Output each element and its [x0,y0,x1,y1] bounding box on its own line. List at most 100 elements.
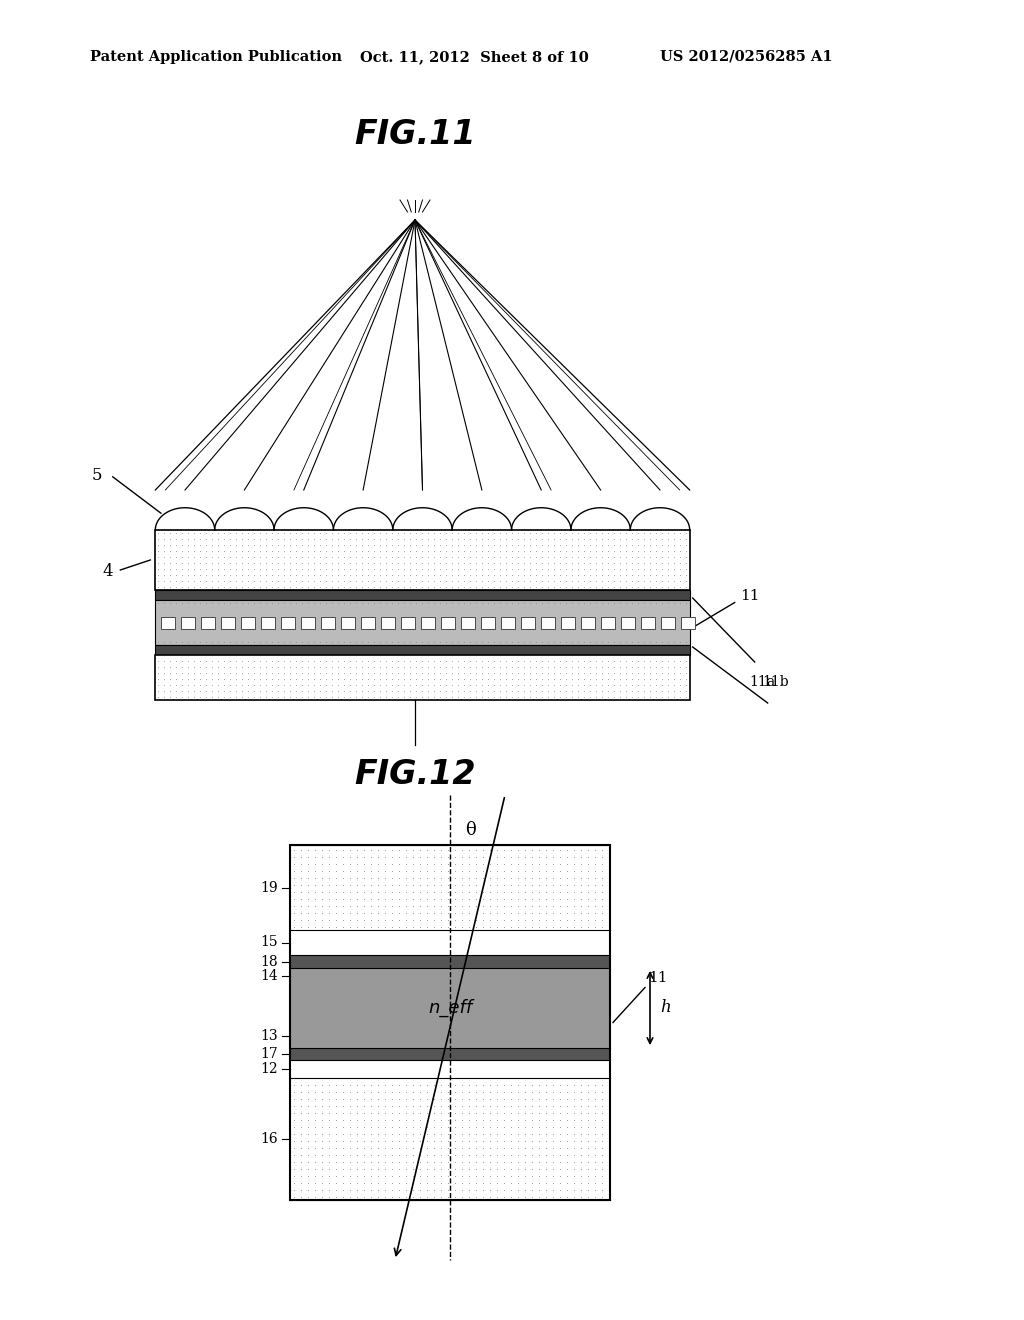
Point [390,570,407,591]
Point [313,1115,330,1137]
Point [383,1074,399,1096]
Point [362,1179,379,1200]
Point [300,528,316,549]
Point [328,1102,344,1123]
Point [294,535,310,556]
Point [276,528,293,549]
Point [538,874,554,895]
Point [594,523,610,544]
Point [540,570,556,591]
Point [426,535,442,556]
Point [372,546,388,568]
Point [654,540,671,561]
Point [419,1151,435,1172]
Point [468,656,484,677]
Point [593,874,609,895]
Point [283,528,299,549]
Point [642,553,658,574]
Point [480,540,497,561]
Point [336,558,352,579]
Point [376,1115,392,1137]
Point [348,888,365,909]
Point [618,656,635,677]
Point [390,686,407,708]
Point [580,895,596,916]
Point [630,680,646,701]
Point [456,651,472,672]
Point [509,880,525,902]
Point [606,553,623,574]
Point [444,528,461,549]
Point [488,867,505,888]
Point [600,1158,616,1179]
Point [204,558,220,579]
Point [654,663,671,684]
Bar [290,1078,610,1200]
Point [600,1109,616,1130]
Point [678,631,694,652]
Point [348,859,365,880]
Point [678,668,694,689]
Point [341,1179,357,1200]
Point [444,651,461,672]
Point [530,853,547,874]
Point [246,680,262,701]
Point [648,656,665,677]
Point [516,1185,532,1206]
Point [378,663,394,684]
Point [528,523,545,544]
Point [660,668,677,689]
Point [558,1179,574,1200]
Point [439,1109,456,1130]
Point [204,680,220,701]
Point [600,1081,616,1102]
Point [606,565,623,586]
Point [383,1096,399,1117]
Point [486,540,503,561]
Point [270,528,287,549]
Point [286,1151,302,1172]
Point [488,840,505,861]
Point [370,1081,386,1102]
Point [299,840,315,861]
Point [546,577,562,598]
Point [564,680,581,701]
Point [481,888,498,909]
Point [503,902,519,923]
Point [439,1123,456,1144]
Point [509,1172,525,1193]
Point [383,1088,399,1109]
Point [180,675,197,696]
Point [678,686,694,708]
Point [425,902,441,923]
Point [264,593,281,614]
Point [276,663,293,684]
Point [530,1158,547,1179]
Point [580,840,596,861]
Point [587,1115,603,1137]
Point [456,631,472,652]
Point [216,558,232,579]
Point [360,558,377,579]
Point [654,686,671,708]
Point [151,593,167,614]
Point [545,1081,561,1102]
Point [318,686,335,708]
Point [551,1151,567,1172]
Point [630,651,646,672]
Point [426,540,442,561]
Point [510,593,526,614]
Point [474,570,490,591]
Point [496,1172,512,1193]
Point [384,686,400,708]
Point [516,1158,532,1179]
Point [509,853,525,874]
Point [283,663,299,684]
Point [348,540,365,561]
Point [630,656,646,677]
Point [516,535,532,556]
Point [341,902,357,923]
Point [372,523,388,544]
Point [276,675,293,696]
Point [341,846,357,867]
